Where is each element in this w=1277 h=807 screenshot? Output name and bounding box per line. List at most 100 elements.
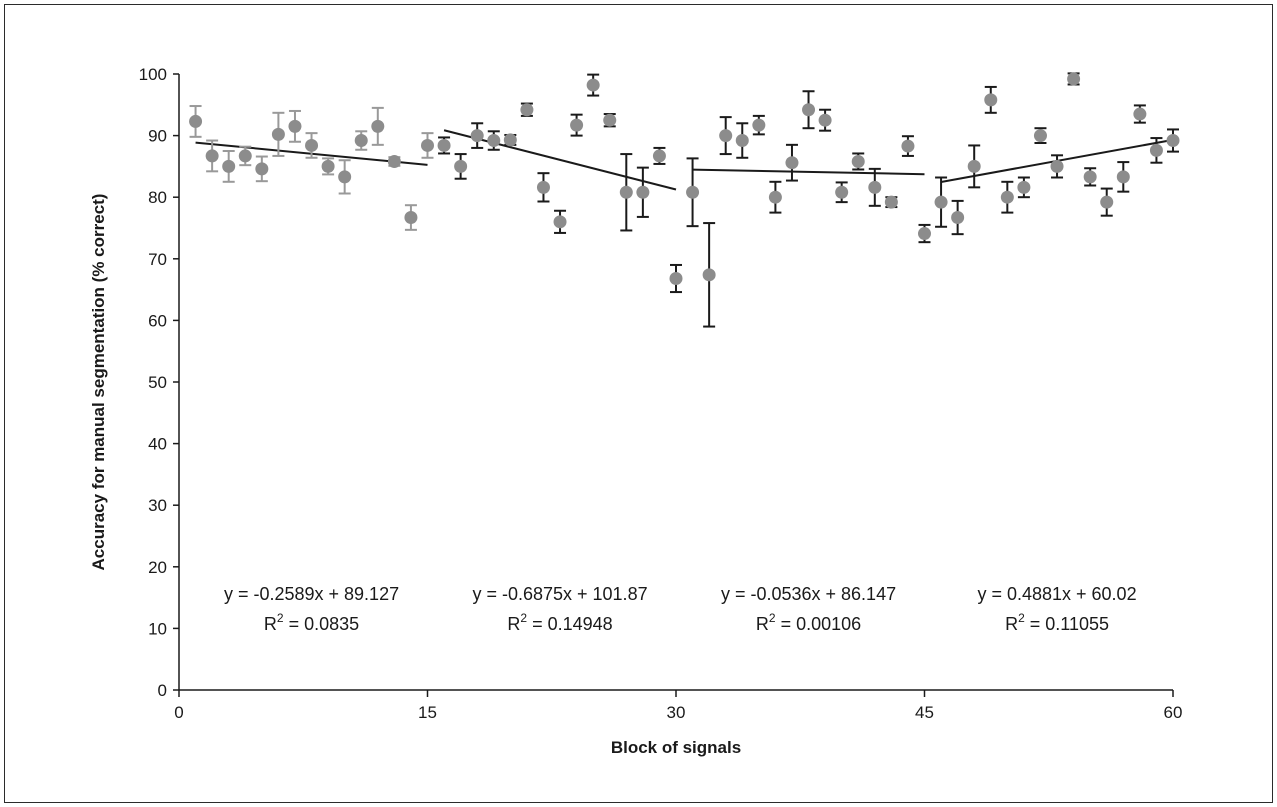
r-squared-label: R2 = 0.0835: [264, 611, 359, 634]
data-point: [802, 103, 816, 117]
data-points: [189, 72, 1180, 286]
data-point: [901, 139, 915, 153]
data-point: [271, 127, 285, 141]
y-tick-label: 30: [148, 496, 167, 515]
axes: 0 10 20 30 40 50 60 70 80 90 100 0 15 30 45 60: [139, 65, 1183, 722]
data-point: [1166, 134, 1180, 148]
data-point: [321, 159, 335, 173]
x-tick-label: 30: [667, 703, 686, 722]
data-point: [719, 129, 733, 143]
x-tick-label: 0: [174, 703, 183, 722]
y-tick-label: 70: [148, 250, 167, 269]
data-point: [967, 159, 981, 173]
data-point: [189, 114, 203, 128]
data-point: [818, 113, 832, 127]
r-squared-symbol: R: [264, 614, 277, 634]
r-squared-value: = 0.11055: [1025, 614, 1109, 634]
data-point: [570, 118, 584, 132]
error-bars: [189, 72, 1179, 328]
data-point: [1017, 180, 1031, 194]
chart-frame: [4, 4, 1273, 803]
data-point: [421, 138, 434, 152]
r-squared-symbol: R: [756, 614, 769, 634]
data-point: [354, 134, 368, 148]
x-tick-label: 60: [1164, 703, 1183, 722]
r-squared-value: = 0.0835: [284, 614, 360, 634]
data-point: [619, 185, 633, 199]
regression-equation: y = -0.2589x + 89.127: [224, 584, 399, 604]
data-point: [934, 195, 948, 209]
y-tick-label: 10: [148, 619, 167, 638]
data-point: [984, 93, 998, 107]
data-point: [1067, 72, 1081, 86]
data-point: [520, 103, 534, 117]
data-point: [1149, 143, 1163, 157]
data-point: [536, 180, 550, 194]
data-point: [437, 138, 451, 152]
data-point: [338, 170, 352, 184]
y-tick-label: 40: [148, 435, 167, 454]
data-point: [884, 195, 898, 209]
y-tick-label: 90: [148, 127, 167, 146]
data-point: [586, 78, 600, 92]
regression-equation: y = -0.0536x + 86.147: [721, 584, 896, 604]
regression-equation: y = -0.6875x + 101.87: [472, 584, 647, 604]
regression-equation: y = 0.4881x + 60.02: [977, 584, 1136, 604]
r-squared-label: R2 = 0.14948: [507, 611, 612, 634]
data-point: [868, 180, 882, 194]
r-squared-superscript: 2: [277, 611, 284, 625]
data-point: [785, 156, 799, 170]
data-point: [503, 133, 517, 147]
r-squared-label: R2 = 0.11055: [1005, 611, 1109, 634]
data-point: [255, 162, 269, 176]
data-point: [1116, 170, 1130, 184]
x-axis-title: Block of signals: [611, 738, 741, 757]
data-point: [205, 149, 219, 163]
data-point: [387, 154, 401, 168]
data-point: [735, 134, 749, 148]
data-point: [1050, 159, 1064, 173]
data-point: [1033, 129, 1047, 143]
data-point: [1133, 107, 1147, 121]
y-axis-title: Accuracy for manual segmentation (% corr…: [89, 194, 108, 571]
r-squared-symbol: R: [507, 614, 520, 634]
y-tick-label: 50: [148, 373, 167, 392]
data-point: [652, 149, 666, 163]
data-point: [1000, 190, 1014, 204]
data-point: [835, 185, 849, 199]
r-squared-superscript: 2: [769, 611, 776, 625]
data-point: [951, 211, 965, 225]
data-point: [404, 211, 418, 225]
data-point: [686, 185, 700, 199]
data-point: [222, 159, 236, 173]
data-point: [1100, 195, 1114, 209]
data-point: [768, 190, 782, 204]
x-tick-label: 45: [915, 703, 934, 722]
data-point: [305, 138, 319, 152]
y-tick-label: 80: [148, 188, 167, 207]
data-point: [603, 113, 617, 127]
r-squared-superscript: 2: [1018, 611, 1025, 625]
data-point: [553, 215, 567, 229]
data-point: [454, 159, 468, 173]
data-point: [669, 272, 683, 286]
data-point: [636, 185, 650, 199]
data-point: [918, 227, 931, 241]
r-squared-symbol: R: [1005, 614, 1018, 634]
y-tick-label: 20: [148, 558, 167, 577]
data-point: [702, 268, 716, 282]
y-tick-label: 0: [158, 681, 167, 700]
y-tick-label: 60: [148, 311, 167, 330]
r-squared-value: = 0.14948: [527, 614, 613, 634]
regression-line: [443, 129, 677, 191]
data-point: [238, 149, 252, 163]
y-tick-label: 100: [139, 65, 167, 84]
r-squared-value: = 0.00106: [776, 614, 862, 634]
r-squared-label: R2 = 0.00106: [756, 611, 861, 634]
regression-line: [692, 168, 925, 176]
data-point: [752, 118, 766, 132]
x-tick-label: 15: [418, 703, 437, 722]
data-point: [851, 154, 865, 168]
